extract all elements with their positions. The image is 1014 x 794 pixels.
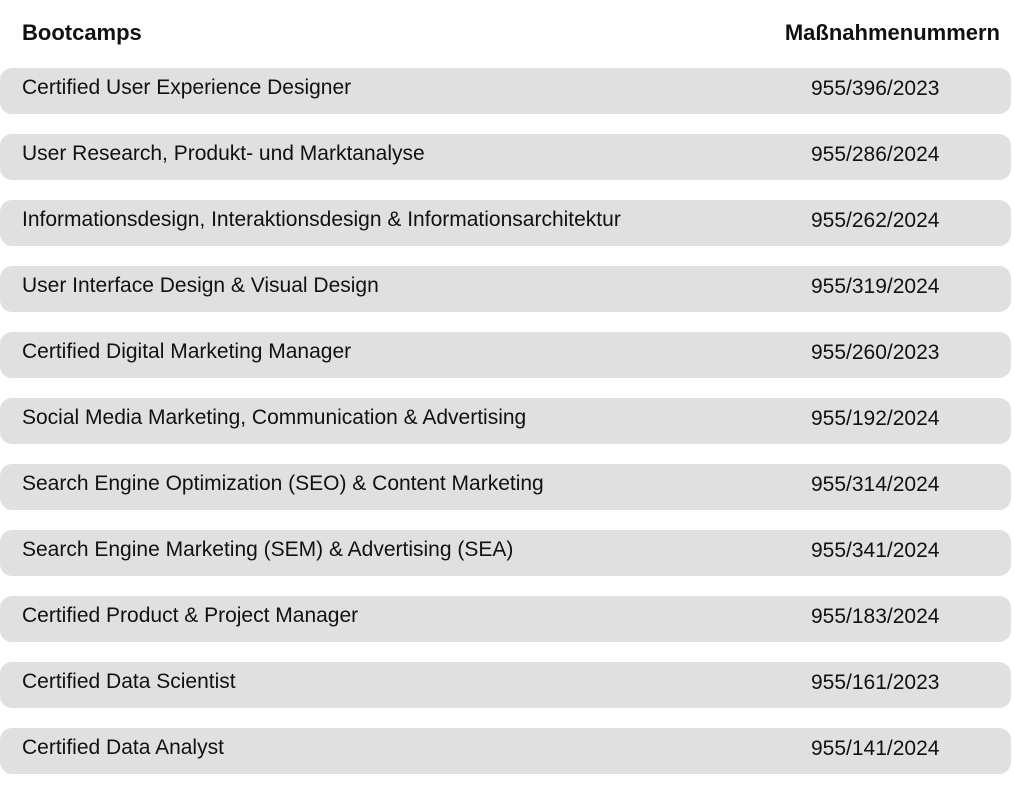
bootcamp-name: Search Engine Optimization (SEO) & Conte… — [22, 472, 544, 495]
table-row: Search Engine Marketing (SEM) & Advertis… — [0, 530, 1011, 576]
measure-number: 955/396/2023 — [811, 77, 940, 100]
measure-number: 955/260/2023 — [811, 341, 940, 364]
table-row: Social Media Marketing, Communication & … — [0, 398, 1011, 444]
bootcamp-name: Social Media Marketing, Communication & … — [22, 406, 527, 429]
measure-number: 955/314/2024 — [811, 473, 940, 496]
bootcamp-name: User Research, Produkt- und Marktanalyse — [22, 142, 425, 165]
table-row: User Interface Design & Visual Design 95… — [0, 266, 1011, 312]
measure-number: 955/341/2024 — [811, 539, 940, 562]
bootcamps-column-header: Bootcamps — [22, 20, 142, 45]
table-row: Search Engine Optimization (SEO) & Conte… — [0, 464, 1011, 510]
bootcamp-name: Informationsdesign, Interaktionsdesign &… — [22, 208, 621, 231]
measure-number: 955/183/2024 — [811, 605, 940, 628]
measure-numbers-column-header: Maßnahmenummern — [784, 20, 1000, 45]
bootcamp-name: Certified Data Scientist — [22, 670, 236, 693]
measure-number: 955/262/2024 — [811, 209, 940, 232]
table-row: Certified Digital Marketing Manager 955/… — [0, 332, 1011, 378]
measure-number: 955/319/2024 — [811, 275, 940, 298]
table-row: Informationsdesign, Interaktionsdesign &… — [0, 200, 1011, 246]
measure-number: 955/286/2024 — [811, 143, 940, 166]
bootcamp-name: Certified Product & Project Manager — [22, 604, 359, 627]
table-header: Bootcamps Maßnahmenummern — [0, 20, 1014, 50]
measure-number: 955/192/2024 — [811, 407, 940, 430]
table-row: Certified Product & Project Manager 955/… — [0, 596, 1011, 642]
table-row: User Research, Produkt- und Marktanalyse… — [0, 134, 1011, 180]
bootcamp-name: Search Engine Marketing (SEM) & Advertis… — [22, 538, 514, 561]
table-row: Certified Data Scientist 955/161/2023 — [0, 662, 1011, 708]
measure-number: 955/161/2023 — [811, 671, 940, 694]
bootcamp-list: Certified User Experience Designer 955/3… — [0, 68, 1014, 794]
table-row: Certified Data Analyst 955/141/2024 — [0, 728, 1011, 774]
bootcamp-name: Certified Data Analyst — [22, 736, 224, 759]
bootcamp-name: Certified User Experience Designer — [22, 76, 352, 99]
table-row: Certified User Experience Designer 955/3… — [0, 68, 1011, 114]
bootcamp-name: Certified Digital Marketing Manager — [22, 340, 352, 363]
bootcamp-name: User Interface Design & Visual Design — [22, 274, 379, 297]
measure-number: 955/141/2024 — [811, 737, 940, 760]
